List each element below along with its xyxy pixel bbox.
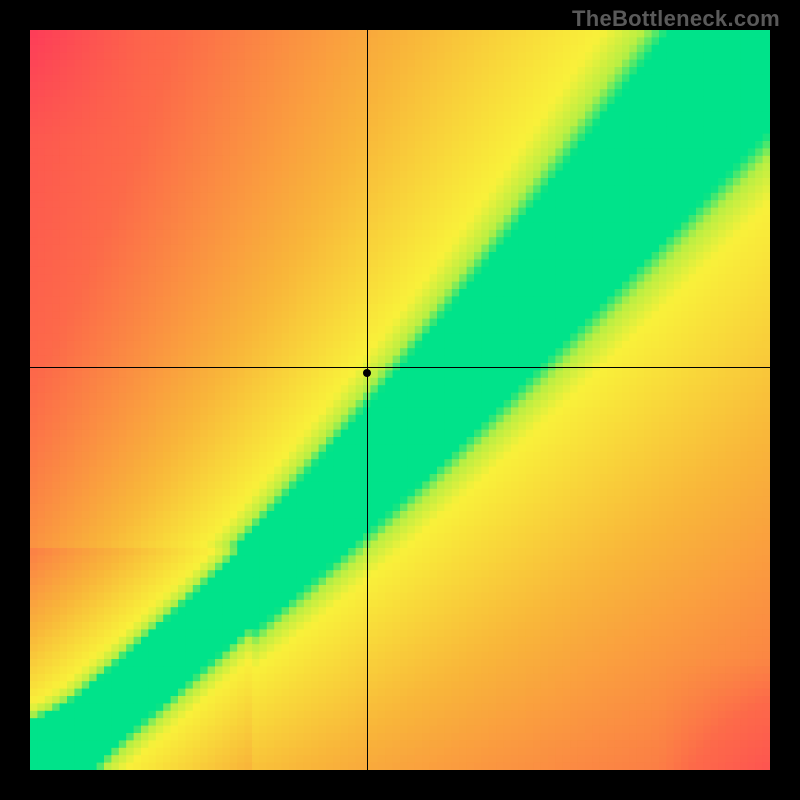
heatmap-plot bbox=[30, 30, 770, 770]
heatmap-canvas bbox=[30, 30, 770, 770]
crosshair-vertical bbox=[367, 30, 368, 770]
watermark-text: TheBottleneck.com bbox=[572, 6, 780, 32]
crosshair-horizontal bbox=[30, 367, 770, 368]
data-point-marker bbox=[363, 369, 371, 377]
